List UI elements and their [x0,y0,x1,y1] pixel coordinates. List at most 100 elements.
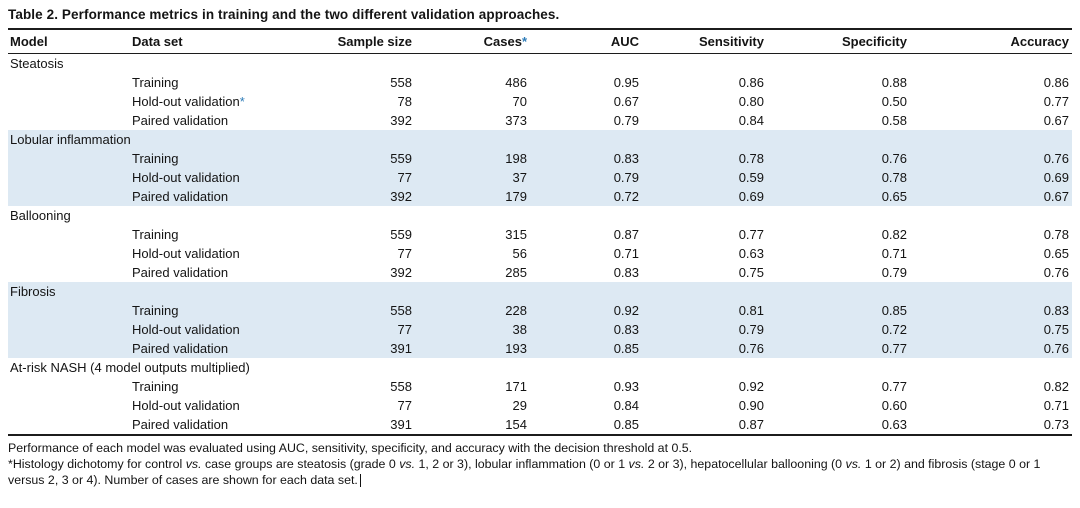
cases-cell: 29 [512,397,527,413]
auc-cell: 0.95 [613,74,639,90]
dataset-cell: Paired validation [132,340,229,356]
cases-cell: 228 [505,302,527,318]
footnote-asterisk: * [521,34,527,49]
sensitivity-cell: 0.86 [738,74,764,90]
section-row: Lobular inflammation [8,130,1072,149]
accuracy-cell: 0.78 [1043,226,1069,242]
specificity-cell: 0.60 [881,397,907,413]
col-header-cases: Cases* [483,34,527,49]
model-spacer-cell [8,111,130,130]
dataset-cell: Hold-out validation [132,321,240,337]
sensitivity-cell: 0.84 [738,112,764,128]
table-row: Hold-out validation* 78 70 0.67 0.80 0.50 0.77 [8,92,1072,111]
sensitivity-cell: 0.92 [738,378,764,394]
section-model-label: At-risk NASH (4 model outputs multiplied… [10,359,250,375]
section-model-label: Ballooning [10,207,71,223]
model-spacer-cell [8,396,130,415]
accuracy-cell: 0.67 [1043,112,1069,128]
sample-size-cell: 392 [390,112,412,128]
model-spacer-cell [8,73,130,92]
sample-size-cell: 558 [390,378,412,394]
footnote-asterisk: * [239,93,245,109]
table-row: Training 558 486 0.95 0.86 0.88 0.86 [8,73,1072,92]
dataset-cell: Hold-out validation [132,397,240,413]
sample-size-cell: 392 [390,188,412,204]
col-header-accuracy: Accuracy [1010,34,1069,49]
auc-cell: 0.79 [613,112,639,128]
dataset-cell: Training [132,74,179,90]
sensitivity-cell: 0.77 [738,226,764,242]
sample-size-cell: 558 [390,302,412,318]
table-row: Training 558 171 0.93 0.92 0.77 0.82 [8,377,1072,396]
sample-size-cell: 391 [390,416,412,432]
cases-cell: 285 [505,264,527,280]
sensitivity-cell: 0.63 [738,245,764,261]
specificity-cell: 0.79 [881,264,907,280]
specificity-cell: 0.76 [881,150,907,166]
sample-size-cell: 559 [390,150,412,166]
auc-cell: 0.72 [613,188,639,204]
specificity-cell: 0.50 [881,93,907,109]
col-header-sample-size: Sample size [337,34,412,49]
table-row: Paired validation 392 373 0.79 0.84 0.58 0.67 [8,111,1072,130]
dataset-cell: Paired validation [132,264,229,280]
section-row: Fibrosis [8,282,1072,301]
model-spacer-cell [8,244,130,263]
cases-cell: 171 [505,378,527,394]
dataset-cell: Paired validation [132,112,229,128]
specificity-cell: 0.63 [881,416,907,432]
table-footnotes: Performance of each model was evaluated … [8,440,1072,488]
dataset-cell: Hold-out validation* [132,93,245,109]
table-row: Training 559 198 0.83 0.78 0.76 0.76 [8,149,1072,168]
col-header-model: Model [10,34,48,49]
footnote-evaluation: Performance of each model was evaluated … [8,441,693,455]
accuracy-cell: 0.83 [1043,302,1069,318]
section-row: Ballooning [8,206,1072,225]
cases-cell: 373 [505,112,527,128]
sensitivity-cell: 0.69 [738,188,764,204]
col-header-specificity: Specificity [841,34,907,49]
model-spacer-cell [8,92,130,111]
cases-cell: 193 [505,340,527,356]
model-spacer-cell [8,320,130,339]
paper-table-figure: Table 2. Performance metrics in training… [8,7,1072,488]
auc-cell: 0.93 [613,378,639,394]
specificity-cell: 0.71 [881,245,907,261]
table-row: Training 558 228 0.92 0.81 0.85 0.83 [8,301,1072,320]
section-row: At-risk NASH (4 model outputs multiplied… [8,358,1072,377]
sensitivity-cell: 0.80 [738,93,764,109]
sample-size-cell: 77 [397,169,412,185]
accuracy-cell: 0.76 [1043,340,1069,356]
specificity-cell: 0.77 [881,378,907,394]
dataset-cell: Training [132,150,179,166]
section-model-label: Steatosis [10,55,64,71]
section-row: Steatosis [8,54,1072,74]
model-spacer-cell [8,339,130,358]
sample-size-cell: 559 [390,226,412,242]
auc-cell: 0.71 [613,245,639,261]
dataset-cell: Hold-out validation [132,245,240,261]
sample-size-cell: 558 [390,74,412,90]
auc-cell: 0.83 [613,321,639,337]
accuracy-cell: 0.77 [1043,93,1069,109]
sample-size-cell: 391 [390,340,412,356]
accuracy-cell: 0.71 [1043,397,1069,413]
model-spacer-cell [8,168,130,187]
accuracy-cell: 0.82 [1043,378,1069,394]
model-spacer-cell [8,225,130,244]
table-row: Hold-out validation 77 29 0.84 0.90 0.60 0.71 [8,396,1072,415]
cases-cell: 70 [512,93,527,109]
sample-size-cell: 392 [390,264,412,280]
performance-metrics-table: Model Data set Sample size Cases* AUC Se… [8,30,1072,436]
cases-cell: 38 [512,321,527,337]
dataset-cell: Hold-out validation [132,169,240,185]
dataset-cell: Training [132,226,179,242]
dataset-cell: Training [132,378,179,394]
specificity-cell: 0.65 [881,188,907,204]
accuracy-cell: 0.76 [1043,264,1069,280]
col-header-sensitivity: Sensitivity [698,34,764,49]
text-cursor [359,474,362,487]
auc-cell: 0.84 [613,397,639,413]
accuracy-cell: 0.76 [1043,150,1069,166]
auc-cell: 0.92 [613,302,639,318]
